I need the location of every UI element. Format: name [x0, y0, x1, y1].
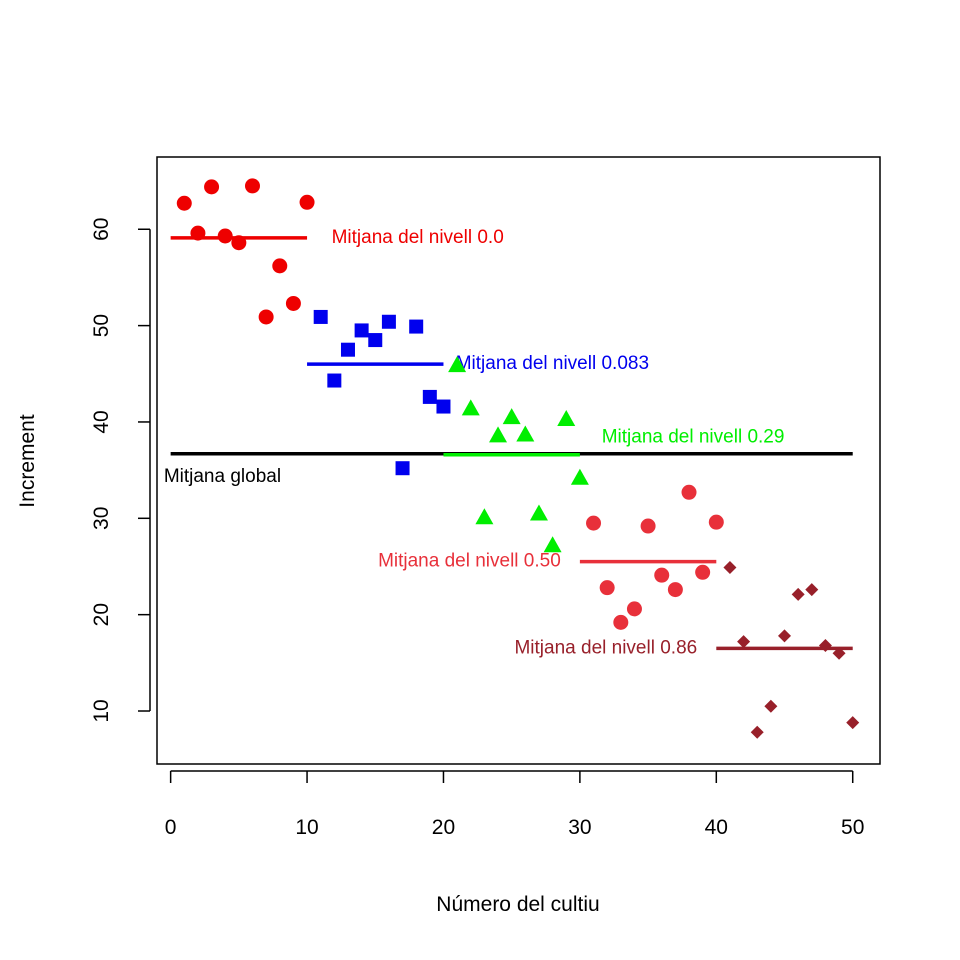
data-point	[708, 514, 724, 530]
y-axis-label: Increment	[16, 414, 39, 508]
data-point	[640, 518, 656, 534]
data-point	[654, 567, 670, 583]
data-point	[695, 564, 711, 580]
y-tick-label: 50	[90, 314, 113, 337]
level-mean-label: Mitjana del nivell 0.083	[456, 353, 649, 374]
x-axis-label: Número del cultiu	[436, 893, 599, 916]
data-point	[846, 716, 860, 730]
data-point	[475, 508, 494, 525]
data-point	[557, 410, 576, 427]
data-point	[681, 484, 697, 500]
data-point	[543, 536, 562, 553]
data-point	[502, 408, 521, 425]
data-point	[737, 635, 751, 649]
data-point	[832, 646, 846, 660]
data-point	[190, 225, 206, 241]
data-point	[244, 178, 260, 194]
y-tick-label: 60	[90, 218, 113, 241]
plot-frame	[156, 156, 881, 765]
x-tick-label: 10	[295, 816, 318, 839]
data-point	[805, 583, 819, 597]
y-axis: 10 20 30 40 50 60	[90, 218, 151, 723]
data-point	[529, 504, 548, 521]
data-point	[176, 195, 192, 211]
data-point	[586, 515, 602, 531]
data-point	[422, 389, 437, 404]
data-point	[778, 629, 792, 643]
data-point	[231, 235, 247, 251]
y-tick-label: 30	[90, 507, 113, 530]
data-point	[354, 323, 369, 338]
data-point	[626, 601, 642, 617]
data-point	[368, 333, 383, 348]
y-tick-label: 10	[90, 699, 113, 722]
x-axis: 0 10 20 30 40 50	[165, 770, 864, 839]
data-point	[750, 725, 764, 739]
data-point	[299, 194, 315, 210]
x-tick-label: 50	[841, 816, 864, 839]
data-point	[395, 461, 410, 476]
global-mean-label: Mitjana global	[164, 466, 281, 487]
data-point	[340, 342, 355, 357]
data-point	[599, 580, 615, 596]
chart-marks: Mitjana global Mitjana del nivell 0.0 Mitj…	[164, 178, 860, 739]
data-point	[667, 582, 683, 598]
x-tick-label: 40	[705, 816, 728, 839]
data-point	[764, 699, 778, 713]
data-point	[381, 314, 396, 329]
data-point	[516, 425, 535, 442]
level-mean-label: Mitjana del nivell 0.50	[378, 551, 561, 572]
y-tick-label: 40	[90, 410, 113, 433]
data-point	[448, 356, 467, 373]
data-point	[272, 258, 288, 274]
data-point	[217, 228, 233, 244]
x-tick-label: 20	[432, 816, 455, 839]
data-point	[613, 614, 629, 630]
data-point	[285, 295, 301, 311]
x-tick-label: 30	[568, 816, 591, 839]
level-mean-label: Mitjana del nivell 0.29	[602, 426, 785, 447]
x-tick-label: 0	[165, 816, 177, 839]
data-point	[570, 468, 589, 485]
data-point	[489, 426, 508, 443]
data-point	[327, 373, 342, 388]
data-point	[258, 309, 274, 325]
data-point	[313, 309, 328, 324]
level-mean-label: Mitjana del nivell 0.0	[332, 227, 504, 248]
level-mean-label: Mitjana del nivell 0.86	[514, 637, 697, 658]
data-point	[723, 560, 737, 574]
data-point	[436, 399, 451, 414]
data-point	[409, 319, 424, 334]
data-point	[818, 638, 832, 652]
data-point	[461, 399, 480, 416]
data-point	[204, 179, 220, 195]
y-tick-label: 20	[90, 603, 113, 626]
data-point	[791, 587, 805, 601]
